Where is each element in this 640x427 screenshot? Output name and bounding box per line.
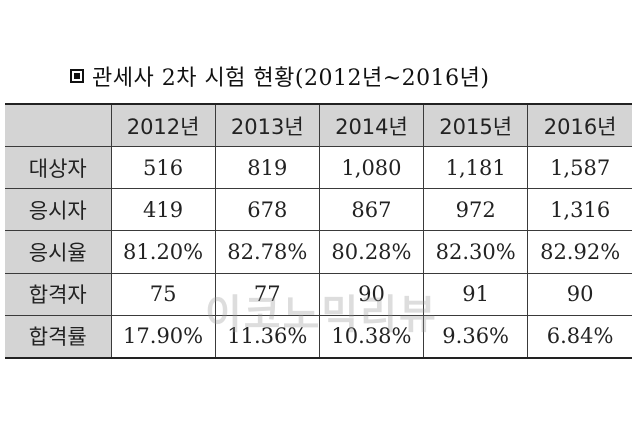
table-cell: 516: [110, 146, 216, 190]
row-label: 대상자: [5, 146, 112, 190]
table-cell: 90: [318, 272, 425, 316]
table-row: 응시자 419 678 867 972 1,316: [5, 188, 632, 232]
year-header: 2012년: [110, 103, 216, 148]
table-cell: 91: [423, 272, 529, 316]
corner-cell: [5, 103, 112, 148]
table-cell: 90: [527, 272, 632, 316]
table-cell: 80.28%: [318, 230, 425, 274]
table-cell: 77: [214, 272, 320, 316]
row-label: 응시율: [5, 230, 112, 274]
table-row: 대상자 516 819 1,080 1,181 1,587: [5, 146, 632, 190]
table-row: 합격률 17.90% 11.36% 10.38% 9.36% 6.84%: [5, 314, 632, 359]
table-row: 합격자 75 77 90 91 90: [5, 272, 632, 316]
table-cell: 82.30%: [423, 230, 529, 274]
row-label: 합격자: [5, 272, 112, 316]
table-cell: 11.36%: [214, 314, 320, 359]
table-cell: 6.84%: [527, 314, 632, 359]
header-row: 2012년 2013년 2014년 2015년 2016년: [5, 103, 632, 148]
exam-stats-table: 2012년 2013년 2014년 2015년 2016년 대상자 516 81…: [5, 103, 632, 359]
table-cell: 678: [214, 188, 320, 232]
table-title: 관세사 2차 시험 현황(2012년~2016년): [70, 60, 489, 92]
row-label: 응시자: [5, 188, 112, 232]
title-text: 관세사 2차 시험 현황(2012년~2016년): [92, 66, 490, 91]
table-cell: 10.38%: [318, 314, 425, 359]
table-cell: 9.36%: [423, 314, 529, 359]
table-cell: 1,080: [318, 146, 425, 190]
table-cell: 17.90%: [110, 314, 216, 359]
table-cell: 972: [423, 188, 529, 232]
table-cell: 819: [214, 146, 320, 190]
year-header: 2014년: [318, 103, 425, 148]
table-cell: 75: [110, 272, 216, 316]
year-header: 2016년: [527, 103, 632, 148]
table-cell: 82.78%: [214, 230, 320, 274]
row-label: 합격률: [5, 314, 112, 359]
table-cell: 82.92%: [527, 230, 632, 274]
table-row: 응시율 81.20% 82.78% 80.28% 82.30% 82.92%: [5, 230, 632, 274]
table-cell: 1,587: [527, 146, 632, 190]
table-cell: 1,316: [527, 188, 632, 232]
table-cell: 419: [110, 188, 216, 232]
black-square-icon: [70, 69, 84, 83]
table-cell: 1,181: [423, 146, 529, 190]
table-cell: 81.20%: [110, 230, 216, 274]
table-cell: 867: [318, 188, 425, 232]
year-header: 2013년: [214, 103, 320, 148]
year-header: 2015년: [423, 103, 529, 148]
